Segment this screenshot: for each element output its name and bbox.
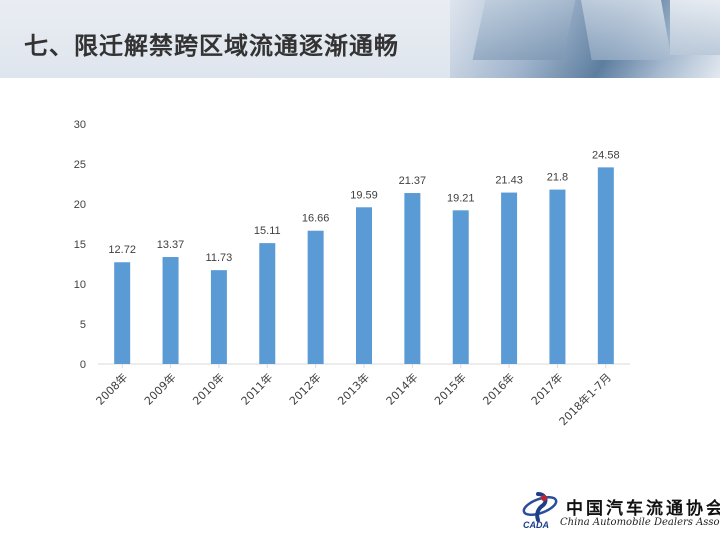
data-label: 19.59 (350, 189, 378, 201)
data-label: 21.8 (547, 172, 568, 184)
y-tick-label: 0 (80, 359, 86, 371)
bar (549, 189, 566, 364)
x-tick-label: 2011年 (238, 370, 275, 407)
x-tick-label: 2013年 (335, 370, 372, 407)
y-tick-label: 25 (74, 159, 86, 171)
x-tick-label: 2018年1-7月 (556, 370, 614, 428)
header-decoration (450, 0, 720, 78)
x-tick-label: 2014年 (383, 370, 420, 407)
data-label: 19.21 (447, 192, 475, 204)
data-label: 15.11 (254, 225, 281, 237)
x-tick-label: 2016年 (480, 370, 517, 407)
y-tick-label: 20 (74, 199, 86, 211)
slide-title: 七、限迁解禁跨区域流通逐渐通畅 (24, 32, 399, 60)
data-label: 12.72 (108, 244, 136, 256)
cada-logo-icon: CADA (522, 492, 558, 530)
data-label: 21.37 (399, 175, 427, 187)
bar (356, 207, 372, 364)
data-label: 16.66 (302, 213, 330, 225)
bar (114, 262, 131, 364)
bar (404, 193, 421, 364)
bar (597, 167, 614, 364)
y-tick-label: 30 (74, 119, 86, 131)
data-label: 13.37 (157, 239, 185, 251)
y-tick-label: 5 (80, 319, 86, 331)
x-tick-label: 2012年 (286, 370, 323, 407)
data-label: 21.43 (495, 175, 523, 187)
decorative-cube (670, 0, 720, 55)
x-tick-label: 2009年 (141, 370, 178, 407)
data-label: 24.58 (592, 149, 620, 161)
x-tick-label: 2010年 (190, 370, 227, 407)
cada-logo: CADA 中国汽车流通协会 China Automobile Dealers A… (520, 490, 720, 535)
x-tick-label: 2008年 (93, 370, 130, 407)
logo-english-name: China Automobile Dealers Association (560, 517, 720, 528)
bar (307, 230, 324, 364)
bar (501, 192, 518, 364)
slide-header: 七、限迁解禁跨区域流通逐渐通畅 (0, 0, 720, 78)
bar (259, 243, 276, 364)
bar (210, 270, 227, 364)
data-label: 11.73 (206, 252, 233, 264)
logo-mark-text: CADA (523, 520, 549, 530)
y-tick-label: 10 (74, 279, 86, 291)
y-tick-label: 15 (74, 239, 86, 251)
x-tick-label: 2017年 (528, 370, 565, 407)
logo-chinese-name: 中国汽车流通协会 (566, 499, 720, 519)
x-tick-label: 2015年 (431, 370, 468, 407)
bar (162, 257, 179, 364)
bar (452, 210, 469, 364)
